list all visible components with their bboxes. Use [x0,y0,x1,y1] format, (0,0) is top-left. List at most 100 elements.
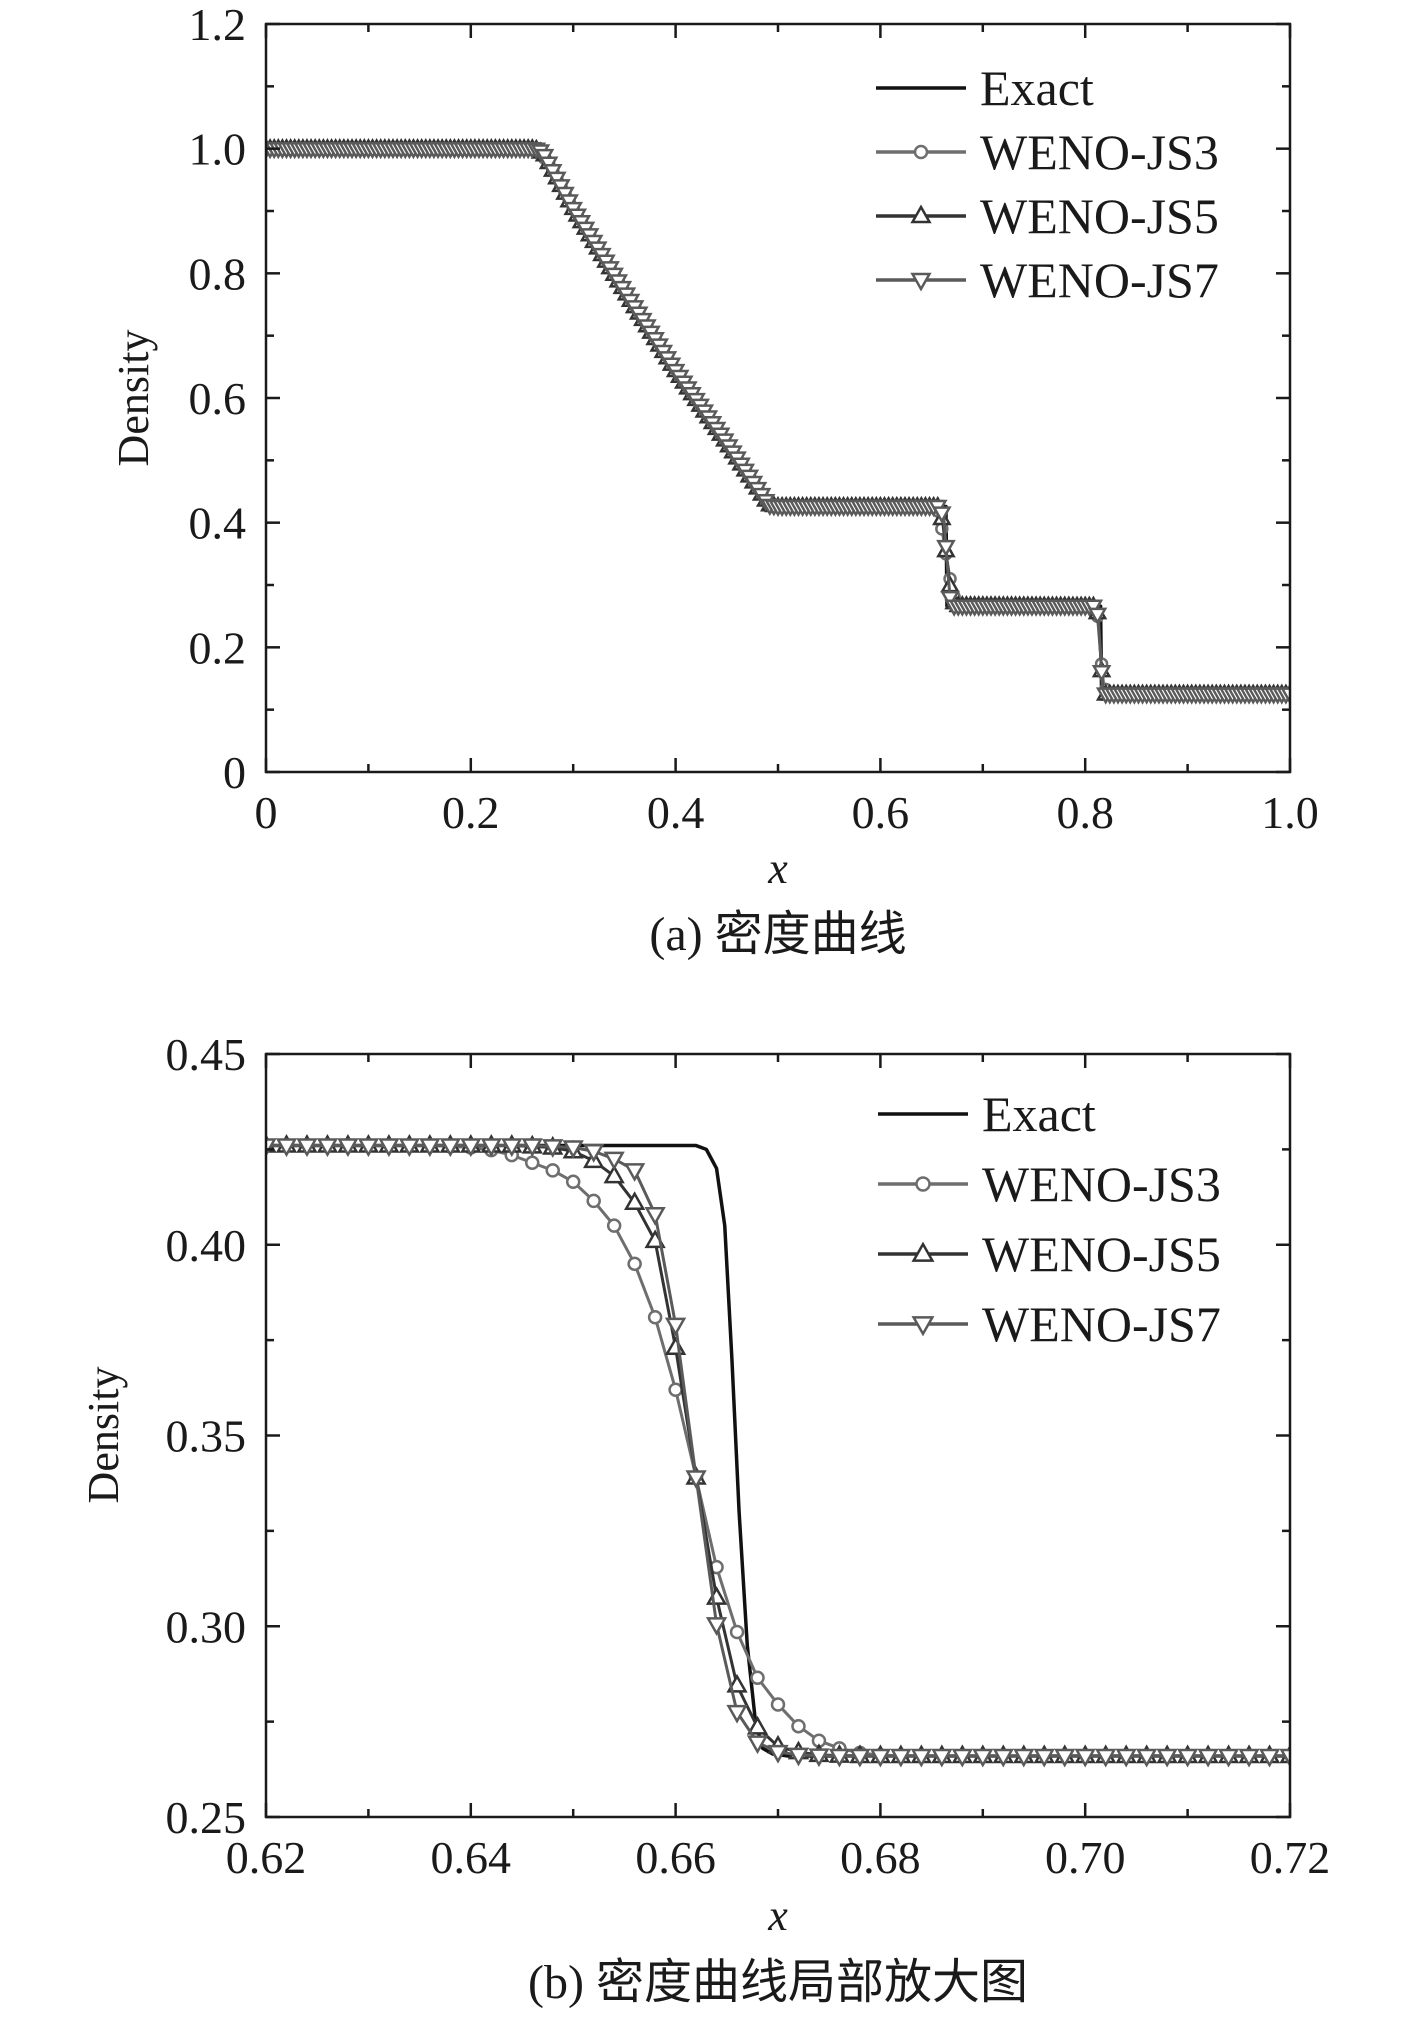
legend-item-exact: Exact [878,1086,1096,1142]
panel-a-caption: (a) 密度曲线 [649,908,906,961]
x-tick-label: 0.4 [647,787,705,838]
legend-item-exact: Exact [876,60,1094,116]
legend-item-weno-js3: WENO-JS3 [876,124,1219,180]
x-tick-label: 0.2 [442,787,500,838]
legend-item-weno-js5: WENO-JS5 [876,188,1219,244]
marker-weno-js7 [1033,1748,1055,1768]
marker-weno-js7 [419,1138,441,1158]
marker-weno-js7 [1115,1748,1137,1768]
panel-b-y-axis-label: Density [79,1367,128,1504]
marker-weno-js7 [1095,1748,1117,1768]
legend-marker-weno-js5 [911,1241,935,1262]
marker-weno-js7 [316,1138,339,1158]
panel-b-x-axis-label: x [767,1891,788,1940]
legend-label-weno-js7: WENO-JS7 [982,1296,1221,1352]
x-tick-label: 0.64 [431,1832,512,1883]
marker-weno-js3 [606,1218,622,1233]
marker-weno-js7 [972,1748,994,1768]
marker-weno-js7 [644,1206,666,1226]
x-tick-label: 0.62 [226,1832,307,1883]
marker-weno-js7 [1197,1748,1219,1768]
panel-a-y-axis-label: Density [109,330,158,467]
marker-weno-js7 [890,1748,912,1768]
marker-weno-js7 [664,1317,687,1337]
marker-weno-js7 [849,1748,871,1768]
marker-weno-js7 [705,1617,728,1636]
marker-weno-js7 [1156,1748,1178,1768]
marker-weno-js7 [936,539,956,558]
marker-weno-js5 [664,1336,687,1356]
x-tick-label: 0.68 [840,1832,921,1883]
marker-weno-js7 [951,1748,973,1768]
plot-area [266,138,1290,705]
marker-weno-js3 [545,1163,560,1178]
marker-weno-js5 [746,1715,769,1735]
series-line-exact [266,1143,1290,1758]
legend-label-weno-js5: WENO-JS5 [980,188,1219,244]
panel-b-legend: Exact WENO-JS3 WENO-JS5 WENO-JS7 [878,1086,1221,1352]
legend-item-weno-js3: WENO-JS3 [878,1156,1221,1212]
x-tick-label: 0.6 [852,787,910,838]
marker-weno-js7 [1074,1748,1096,1768]
panel-a-series-layer [266,138,1290,705]
legend-label-weno-js5: WENO-JS5 [982,1226,1221,1282]
marker-weno-js7 [1091,664,1112,683]
marker-weno-js7 [623,1163,646,1182]
marker-weno-js7 [746,1735,769,1755]
plot-area [266,1134,1290,1768]
panel-b-series-layer [266,1134,1290,1768]
marker-weno-js7 [1135,1748,1158,1768]
marker-weno-js7 [726,1704,748,1724]
panel-b-caption: (b) 密度曲线局部放大图 [528,1956,1028,2009]
marker-weno-js7 [542,1139,564,1158]
legend-item-weno-js5: WENO-JS5 [878,1226,1221,1282]
marker-weno-js7 [1280,687,1290,705]
panel-b-density-zoom: 0.62 0.64 0.66 0.68 0.70 0.72 0.25 0.30 0.35 0.40… [79,1029,1330,2009]
marker-weno-js3 [750,1670,765,1686]
series-markers-weno-js7 [266,142,1290,705]
marker-weno-js7 [357,1138,380,1158]
marker-weno-js3 [668,1382,683,1397]
marker-weno-js7 [275,1138,298,1158]
y-tick-label: 1.2 [189,0,247,50]
legend-item-weno-js7: WENO-JS7 [876,252,1219,308]
panel-a-ticks: 0 0.2 0.4 0.6 0.8 1.0 0 0.2 0.4 0.6 0.8 1.0 1.2 [189,0,1319,838]
marker-weno-js7 [1013,1748,1035,1768]
marker-weno-js7 [1087,607,1108,625]
series-markers-weno-js7 [266,1138,1290,1768]
legend-label-weno-js7: WENO-JS7 [980,252,1219,308]
x-tick-label: 0.8 [1056,787,1114,838]
y-tick-label: 0.30 [166,1601,247,1652]
y-tick-label: 0.45 [166,1029,247,1080]
marker-weno-js7 [460,1138,482,1158]
marker-weno-js7 [1217,1748,1240,1768]
legend-label-weno-js3: WENO-JS3 [982,1156,1221,1212]
legend-label-exact: Exact [982,1086,1096,1142]
marker-weno-js3 [647,1309,663,1325]
marker-weno-js7 [1238,1748,1260,1768]
legend-label-exact: Exact [980,60,1094,116]
marker-weno-js7 [828,1748,851,1768]
panel-a-x-axis-label: x [767,844,788,893]
marker-weno-js7 [521,1138,543,1158]
y-tick-label: 0.40 [166,1220,247,1271]
marker-weno-js3 [729,1624,745,1640]
y-tick-label: 0.6 [189,373,247,424]
marker-weno-js7 [940,590,960,609]
marker-weno-js7 [787,1747,810,1767]
legend-item-weno-js7: WENO-JS7 [878,1296,1221,1352]
marker-weno-js3 [586,1193,601,1209]
marker-weno-js3 [565,1174,581,1190]
marker-weno-js7 [398,1138,421,1158]
x-tick-label: 1.0 [1261,787,1319,838]
marker-weno-js7 [1054,1748,1076,1768]
marker-weno-js7 [767,1744,789,1764]
marker-weno-js5 [603,1164,625,1184]
marker-weno-js5 [623,1191,646,1211]
marker-weno-js7 [562,1140,584,1160]
marker-weno-js7 [932,506,952,524]
marker-weno-js7 [910,1748,933,1768]
y-tick-label: 0.4 [189,498,247,549]
y-tick-label: 1.0 [189,124,247,175]
